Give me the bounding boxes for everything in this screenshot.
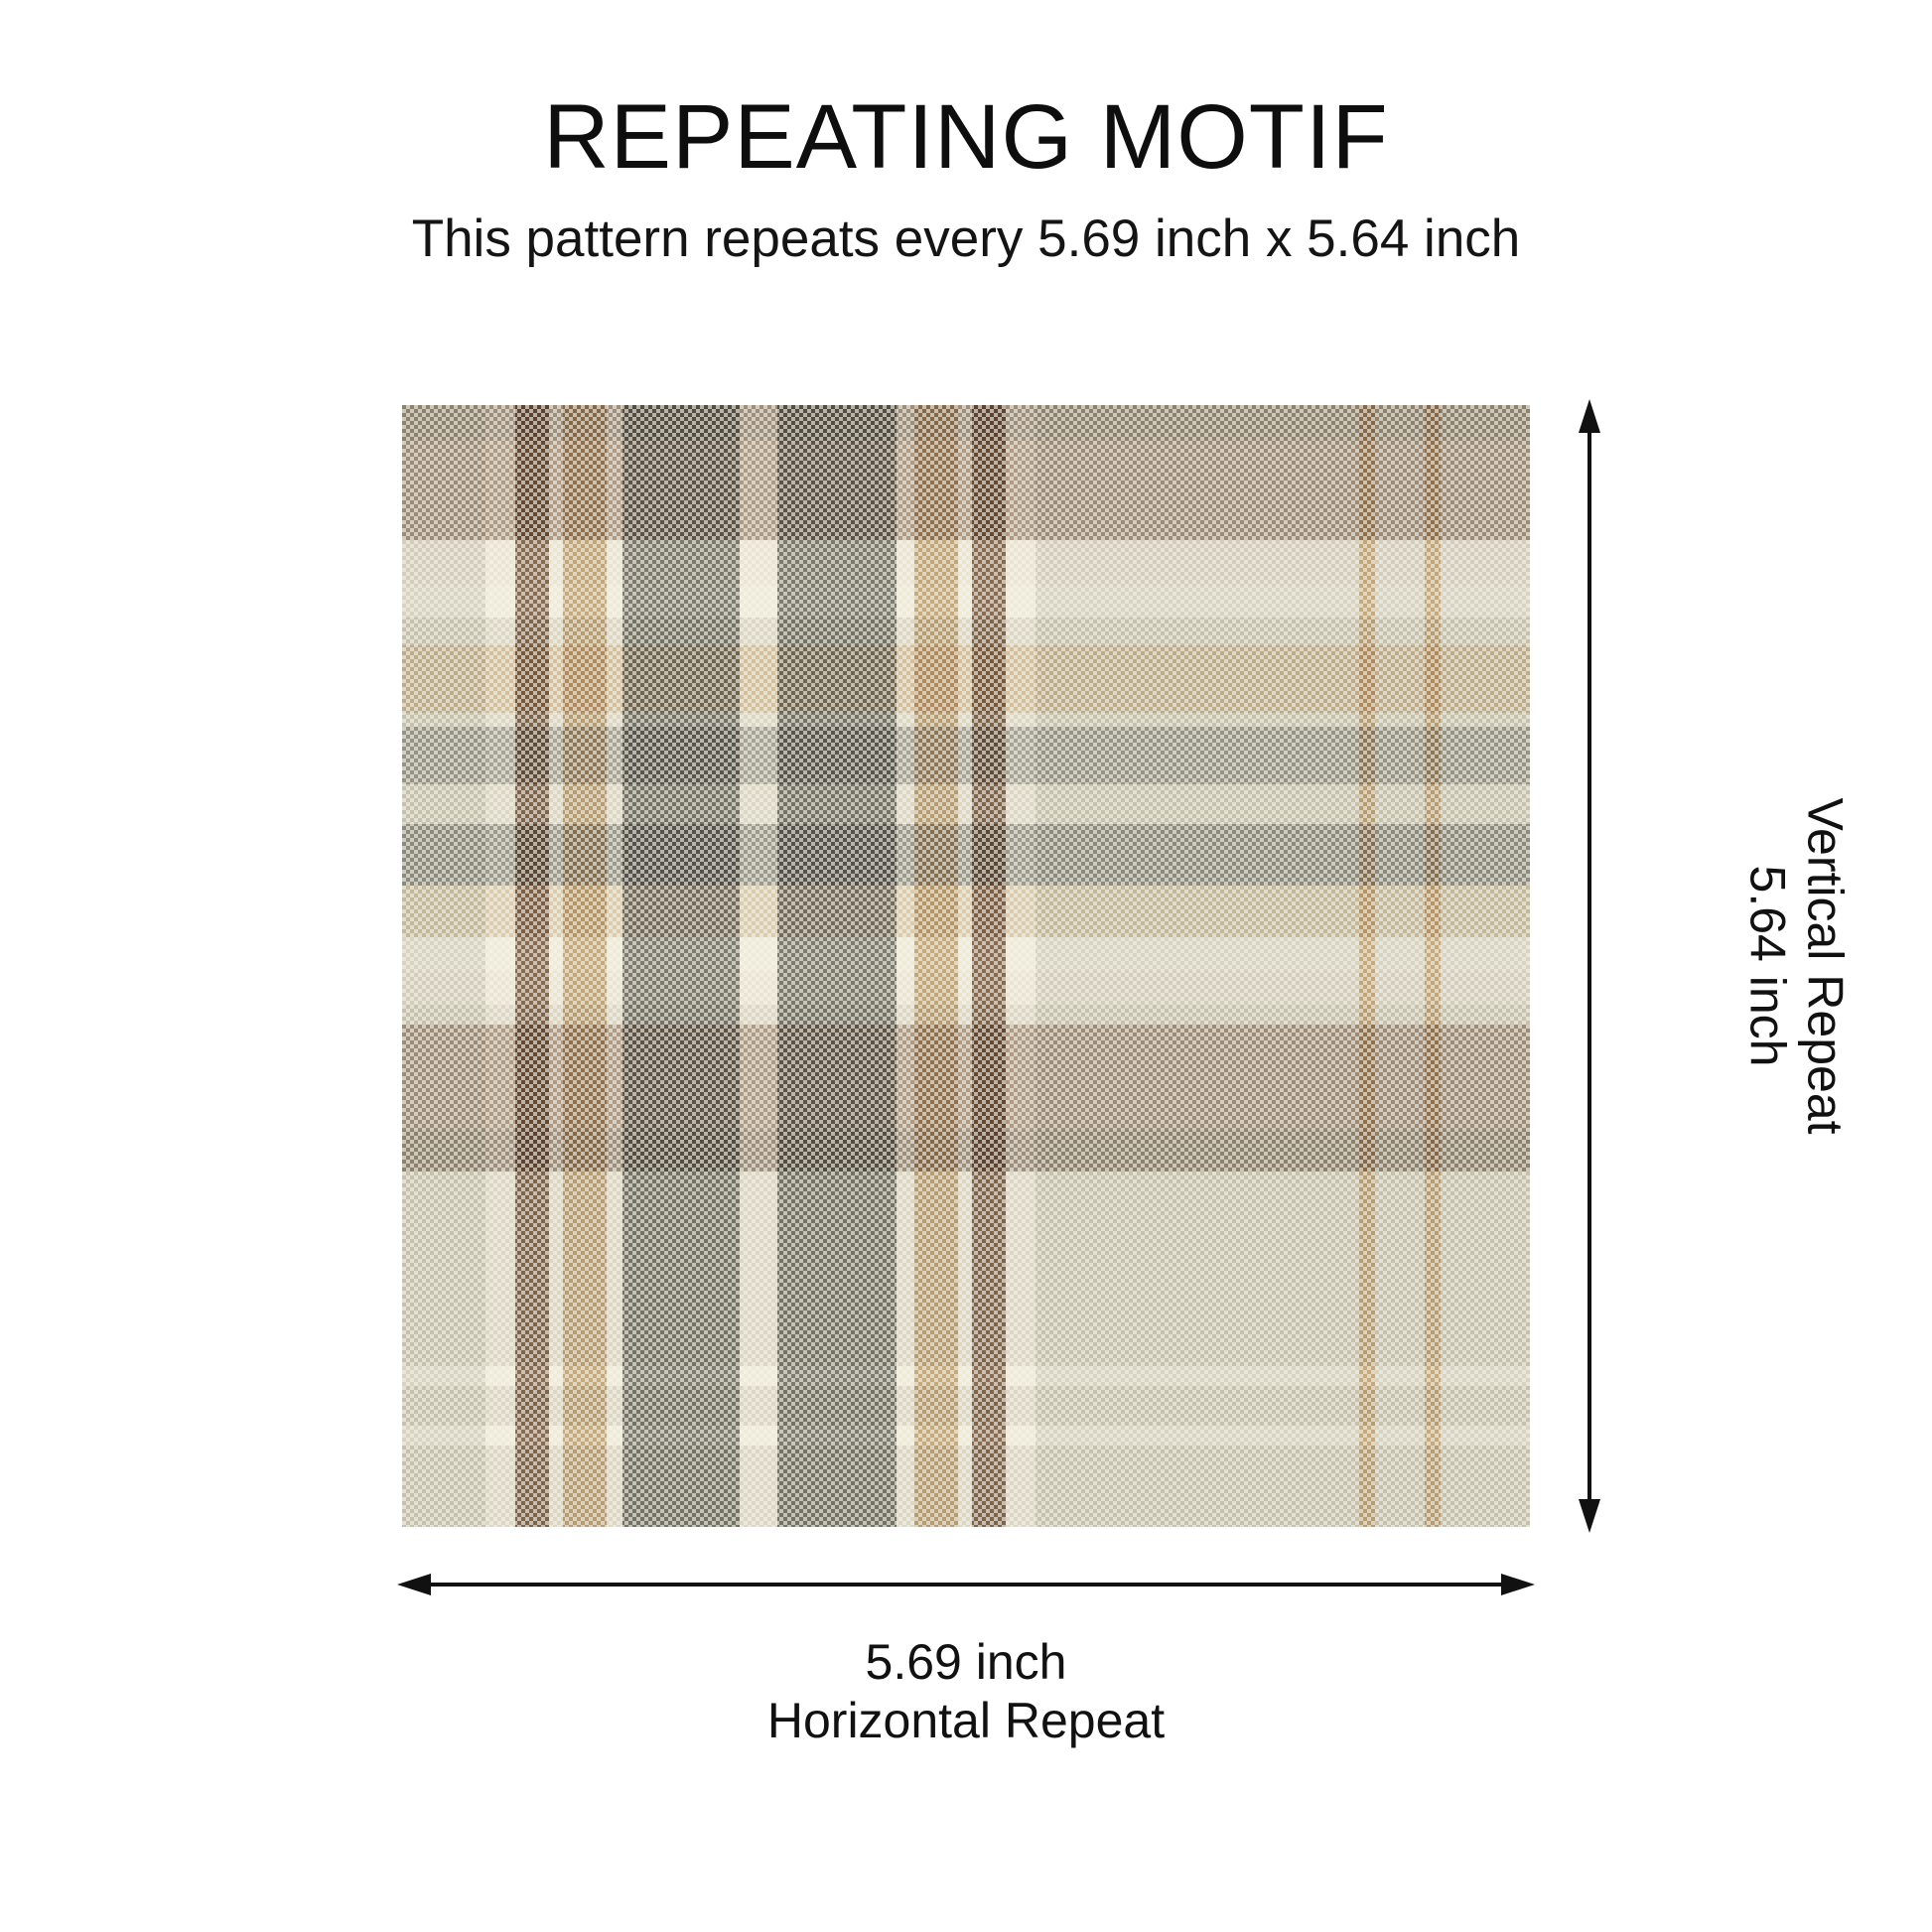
header: REPEATING MOTIF This pattern repeats eve… [0, 0, 1932, 265]
horizontal-repeat-arrow [397, 1574, 1535, 1595]
vertical-repeat-value: 5.64 inch [1739, 865, 1796, 1067]
page-subtitle: This pattern repeats every 5.69 inch x 5… [411, 209, 1521, 268]
horizontal-repeat-value: 5.69 inch [865, 1634, 1067, 1690]
vertical-repeat-title: Vertical Repeat [1797, 797, 1854, 1135]
vertical-repeat-arrow [1579, 399, 1600, 1533]
plaid-pattern-image [402, 405, 1530, 1527]
horizontal-repeat-title: Horizontal Repeat [766, 1693, 1166, 1748]
page-title: REPEATING MOTIF [543, 86, 1389, 188]
vertical-repeat-label-group: Vertical Repeat 5.64 inch [1628, 405, 1854, 1527]
plaid-twill-weave [402, 405, 1530, 1527]
horizontal-repeat-label-group: 5.69 inch Horizontal Repeat [0, 1633, 1932, 1750]
tartan-plaid-swatch [402, 405, 1530, 1527]
